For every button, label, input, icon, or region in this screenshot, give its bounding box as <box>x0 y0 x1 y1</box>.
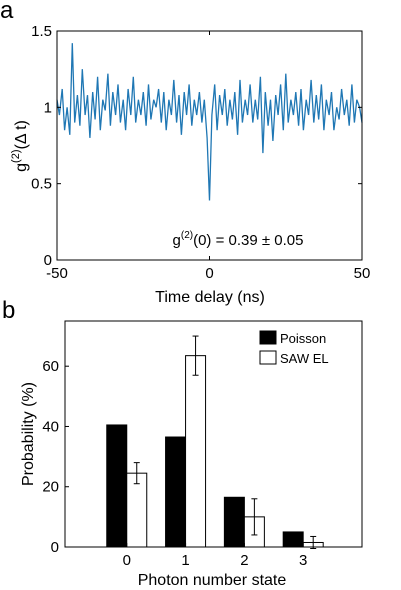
panel-a-xtick-label: -50 <box>46 265 68 282</box>
panel-b-ytick-label: 0 <box>51 539 59 556</box>
panel-a-ylabel: g(2)(Δ t) <box>10 120 30 172</box>
panel-b-xlabel: Photon number state <box>138 572 287 589</box>
errorbar-saw-el-0 <box>133 462 140 485</box>
bar-poisson-3 <box>282 531 304 548</box>
panel-a-xtick-label: 0 <box>205 265 213 282</box>
legend-label-poisson: Poisson <box>280 331 326 346</box>
errorbar-saw-el-3 <box>310 535 317 550</box>
panel-label-a: a <box>0 0 14 24</box>
panel-b-ylabel: Probability (%) <box>20 382 37 486</box>
panel-b-xtick-label: 2 <box>240 552 248 569</box>
bar-saw-el-1 <box>185 355 207 548</box>
panel-b-ytick-label: 60 <box>42 358 59 375</box>
panel-a-ytick-label: 1 <box>44 99 52 116</box>
bar-saw-el-0 <box>126 472 148 548</box>
panel-a-ytick-label: 0 <box>44 252 52 269</box>
panel-b-ytick-label: 20 <box>42 479 59 496</box>
panel-a-series-line <box>56 43 363 201</box>
panel-a-ylabel-args: (Δ t) <box>13 120 30 149</box>
panel-b-bars <box>106 335 324 550</box>
bar-poisson-0 <box>106 424 128 548</box>
panel-label-b: b <box>2 297 15 324</box>
annotation-sup: (2) <box>181 230 193 241</box>
panel-b-xtick-label: 1 <box>181 552 189 569</box>
panel-a-annotation: g(2)(0) = 0.39 ± 0.05 <box>173 230 304 249</box>
panel-b-legend: Poisson SAW EL <box>259 330 329 366</box>
bar-poisson-1 <box>165 436 187 548</box>
legend-swatch-poisson <box>259 330 277 345</box>
bar-poisson-2 <box>223 496 245 548</box>
panel-a-ylabel-sup: (2) <box>10 150 22 163</box>
panel-a-plot-frame <box>56 30 363 261</box>
legend-label-saw-el: SAW EL <box>280 351 329 366</box>
panel-a-ytick-label: 0.5 <box>31 176 52 193</box>
panel-a-xlabel: Time delay (ns) <box>155 289 265 306</box>
panel-b-plot-frame <box>64 320 363 548</box>
legend-swatch-saw-el <box>259 350 277 365</box>
panel-b-xtick-label: 0 <box>123 552 131 569</box>
panel-a-ylabel-main: g <box>13 163 30 172</box>
panel-a-ytick-label: 1.5 <box>31 23 52 40</box>
errorbar-saw-el-2 <box>251 498 258 536</box>
panel-a-xtick-label: 50 <box>354 265 371 282</box>
annotation-rest: (0) = 0.39 ± 0.05 <box>193 232 303 249</box>
panel-b-xtick-label: 3 <box>299 552 307 569</box>
errorbar-saw-el-1 <box>192 335 199 376</box>
annotation-main: g <box>173 232 181 249</box>
panel-a-series <box>56 43 363 201</box>
panel-b-ytick-label: 40 <box>42 418 59 435</box>
panel-b-chart: 0 1 2 3 0 20 40 60 Probability (%) Photon numbe… <box>20 320 363 589</box>
